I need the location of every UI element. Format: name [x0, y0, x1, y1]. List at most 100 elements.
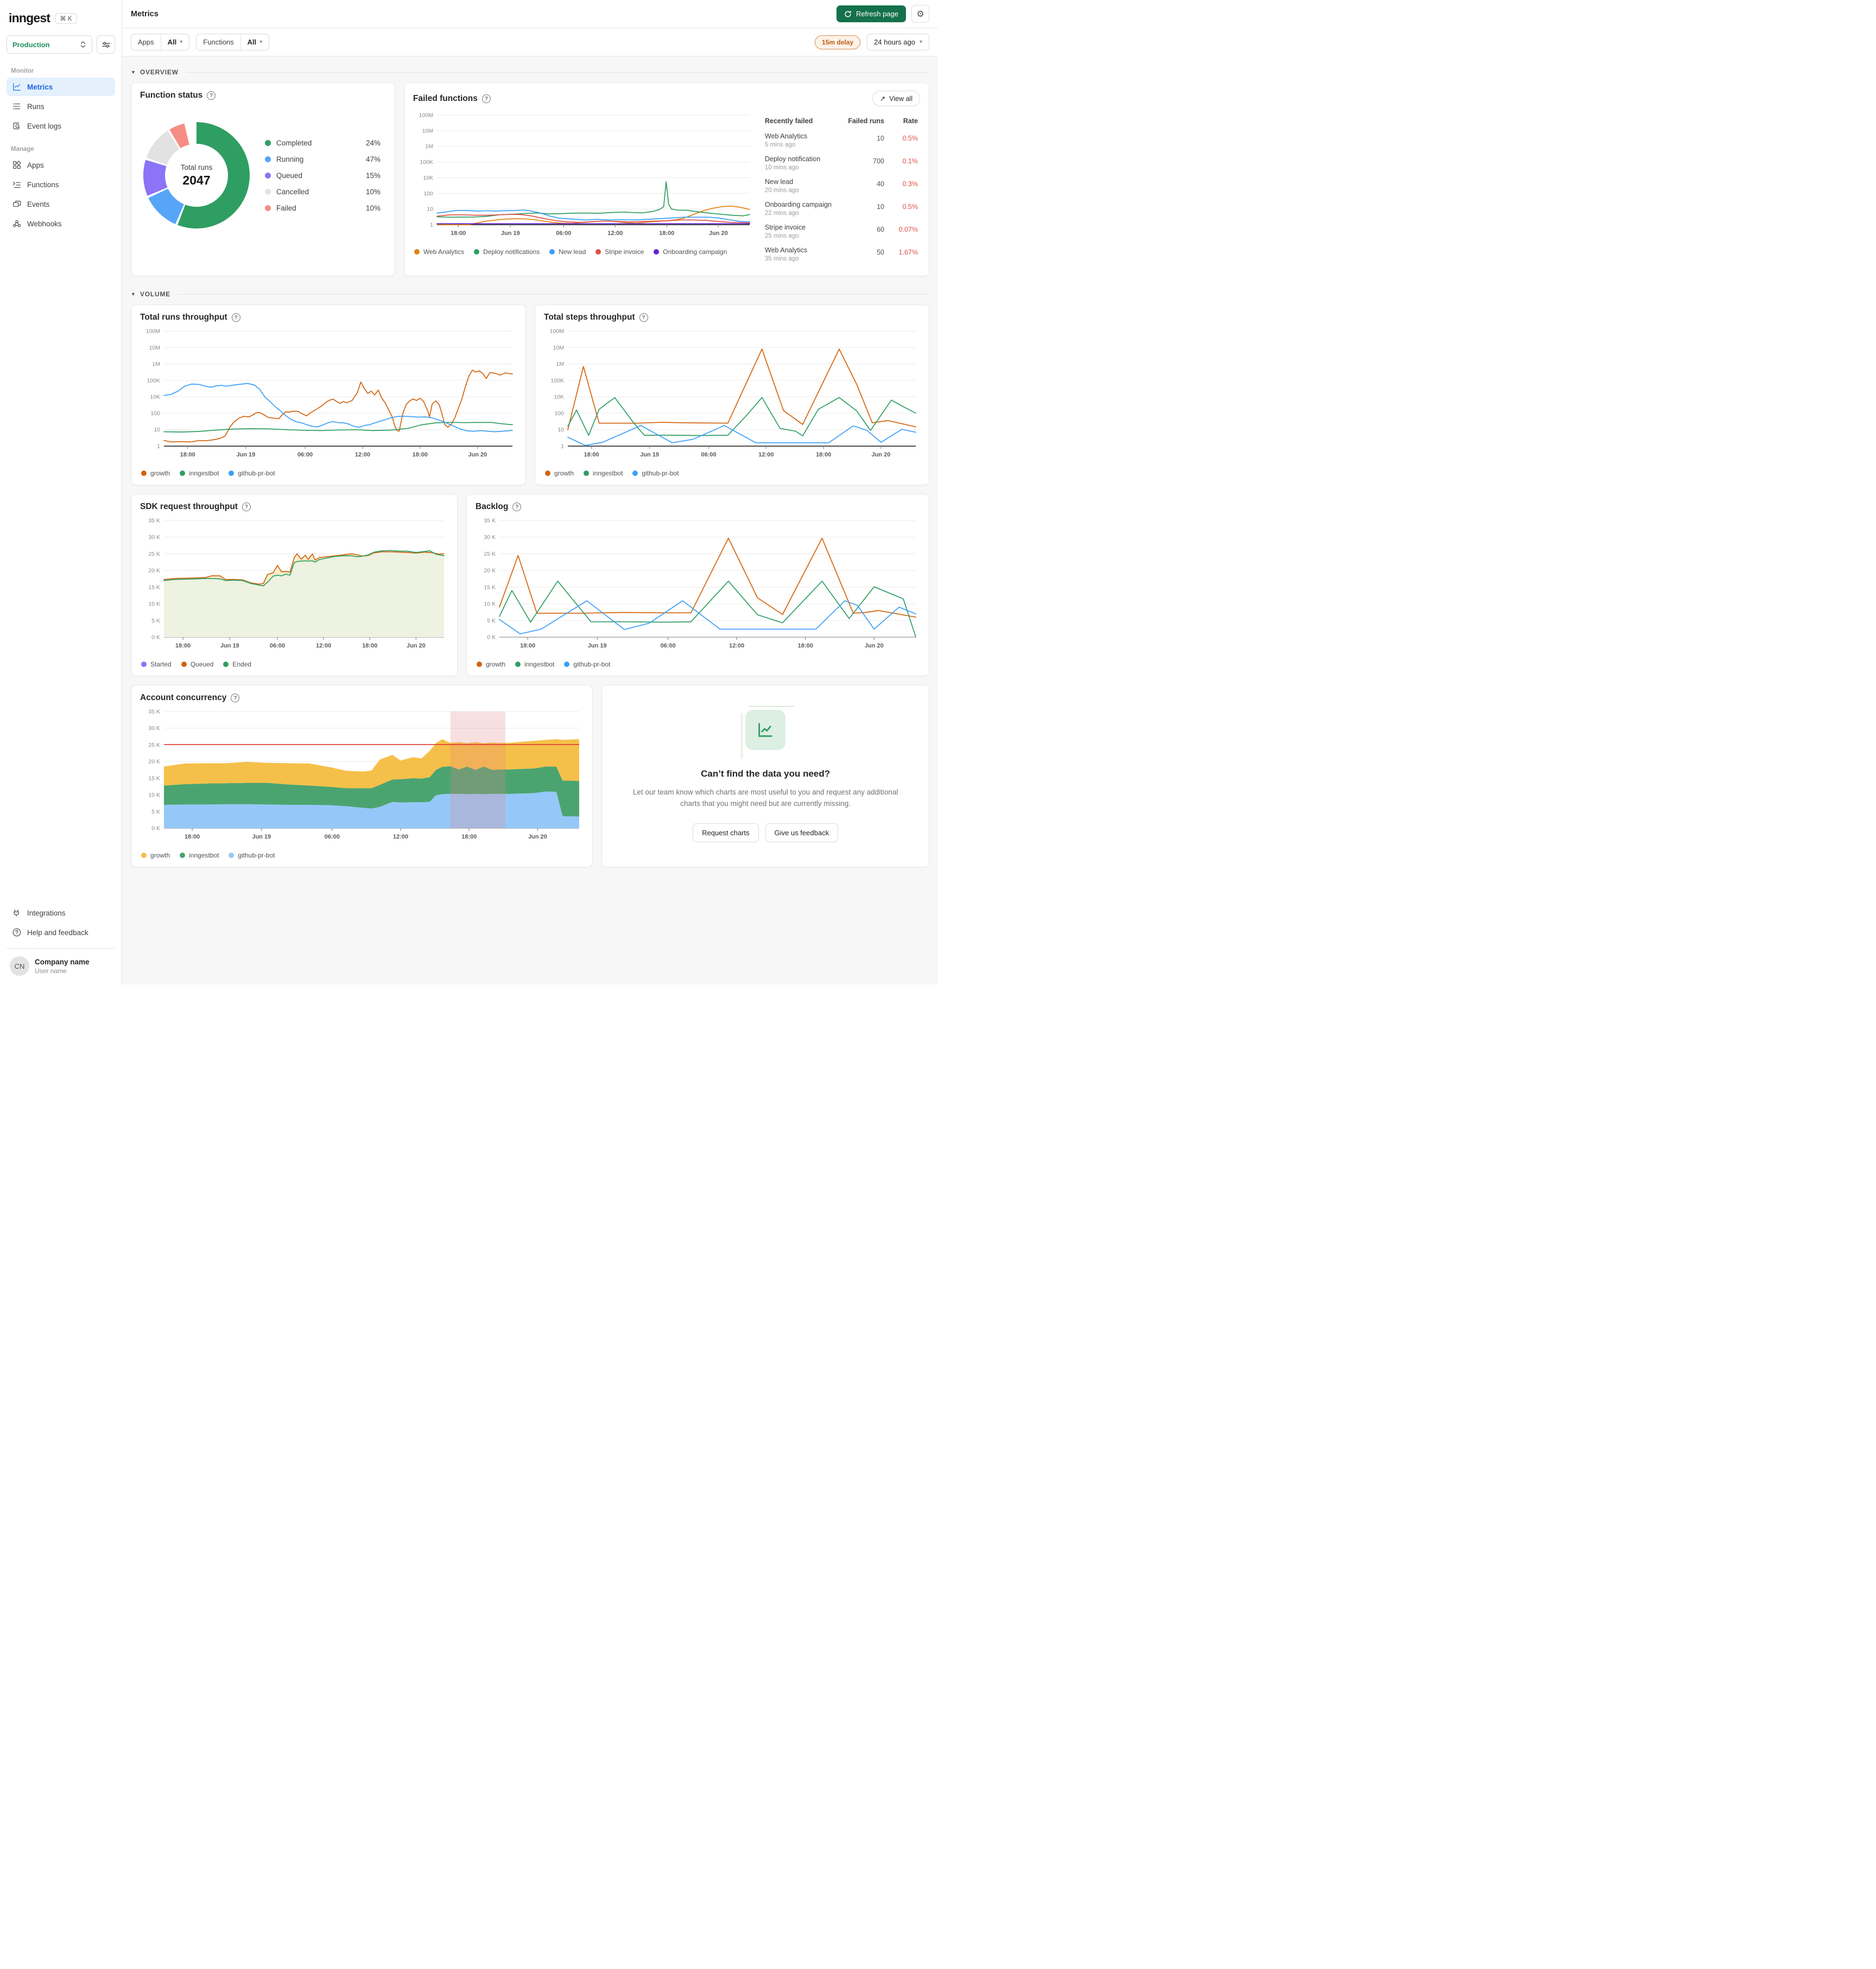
failed-function-row[interactable]: Web Analytics 5 mins ago 10 0.5% [765, 132, 918, 148]
failed-runs-value: 10 [877, 203, 884, 211]
legend-item-onboarding-campaign[interactable]: Onboarding campaign [654, 248, 727, 256]
sidebar-item-functions[interactable]: Functions [7, 175, 115, 194]
backlog-chart[interactable]: 0 K 5 K 10 K 15 K 20 K 25 K 30 K 35 K 18:00 Jun 1… [476, 515, 920, 656]
help-icon[interactable]: ? [639, 313, 648, 322]
legend-dot [180, 471, 186, 476]
help-icon[interactable]: ? [481, 94, 491, 103]
svg-text:06:00: 06:00 [325, 834, 340, 840]
legend-item-queued[interactable]: Queued [181, 660, 213, 668]
sidebar-item-webhooks[interactable]: Webhooks [7, 214, 115, 233]
svg-text:100M: 100M [146, 328, 160, 335]
chevron-down-icon: ▾ [919, 39, 922, 45]
failed-time: 25 mins ago [765, 233, 799, 239]
settings-button[interactable]: ⚙ [911, 5, 929, 23]
legend-item-inngestbot[interactable]: inngestbot [180, 469, 219, 477]
legend-item-github-pr-bot[interactable]: github-pr-bot [229, 852, 275, 859]
give-feedback-button[interactable]: Give us feedback [765, 823, 839, 843]
status-legend-item[interactable]: Queued 15% [265, 172, 381, 180]
help-icon[interactable]: ? [207, 91, 216, 100]
total-steps-chart[interactable]: 1 10 100 10K 100K 1M 10M 100M 18:00 Jun 19 06:00 12… [544, 326, 920, 465]
status-legend-item[interactable]: Failed 10% [265, 204, 381, 212]
backlog-chart-legend: growth inngestbot github-pr-bot [476, 656, 920, 669]
legend-item-ended[interactable]: Ended [223, 660, 251, 668]
sidebar-item-integrations[interactable]: Integrations [7, 904, 115, 922]
status-legend-item[interactable]: Completed 24% [265, 139, 381, 147]
legend-dot [549, 249, 555, 255]
svg-text:06:00: 06:00 [661, 643, 676, 649]
sidebar-item-event-logs[interactable]: Event logs [7, 117, 115, 135]
legend-item-inngestbot[interactable]: inngestbot [180, 852, 219, 859]
sidebar-item-metrics[interactable]: Metrics [7, 78, 115, 96]
refresh-icon [845, 10, 851, 17]
collapse-triangle-icon[interactable]: ▼ [131, 69, 136, 75]
legend-item-deploy-notifications[interactable]: Deploy notifications [474, 248, 540, 256]
sdk-requests-chart[interactable]: 0 K 5 K 10 K 15 K 20 K 25 K 30 K 35 K 18:00 Jun 1… [140, 515, 448, 656]
legend-item-growth[interactable]: growth [141, 852, 170, 859]
function-name: Onboarding campaign [765, 201, 832, 208]
legend-item-github-pr-bot[interactable]: github-pr-bot [564, 660, 610, 668]
legend-item-growth[interactable]: growth [477, 660, 505, 668]
failed-function-row[interactable]: New lead 20 mins ago 40 0.3% [765, 178, 918, 194]
status-legend-item[interactable]: Running 47% [265, 155, 381, 163]
env-filter-button[interactable] [97, 35, 115, 54]
sidebar-item-events[interactable]: Events [7, 195, 115, 213]
apps-filter[interactable]: Apps All ▾ [131, 34, 190, 50]
updown-chevrons-icon [80, 41, 86, 48]
account-menu[interactable]: CN Company name User name [7, 954, 115, 978]
legend-item-growth[interactable]: growth [545, 469, 574, 477]
svg-text:18:00: 18:00 [451, 230, 466, 237]
failure-rate-value: 0.07% [898, 226, 918, 233]
total-runs-chart[interactable]: 1 10 100 10K 100K 1M 10M 100M 18:00 Jun 19 06:00 12… [140, 326, 517, 465]
sidebar-item-help-and-feedback[interactable]: Help and feedback [7, 923, 115, 942]
function-status-donut[interactable]: Total runs 2047 [143, 122, 250, 228]
command-k-shortcut[interactable]: ⌘ K [55, 12, 77, 24]
legend-item-inngestbot[interactable]: inngestbot [515, 660, 554, 668]
legend-item-stripe-invoice[interactable]: Stripe invoice [595, 248, 644, 256]
failed-function-row[interactable]: Web Analytics 35 mins ago 50 1.67% [765, 246, 918, 262]
svg-text:18:00: 18:00 [461, 834, 477, 840]
series-Stripe invoice [436, 214, 750, 224]
legend-item-github-pr-bot[interactable]: github-pr-bot [229, 469, 275, 477]
refresh-page-button[interactable]: Refresh page [836, 5, 906, 22]
environment-selector[interactable]: Production [7, 35, 92, 54]
legend-item-github-pr-bot[interactable]: github-pr-bot [632, 469, 679, 477]
help-icon[interactable]: ? [231, 313, 240, 322]
help-icon[interactable]: ? [231, 694, 240, 702]
legend-label: Stripe invoice [605, 248, 644, 256]
legend-item-started[interactable]: Started [141, 660, 172, 668]
backlog-title: Backlog [476, 502, 509, 511]
failed-functions-chart[interactable]: 1 10 100 10K 100K 1M 10M 100M 18:00 Jun 19 06:00 12… [413, 110, 754, 244]
time-range-selector[interactable]: 24 hours ago ▾ [867, 34, 929, 50]
collapse-triangle-icon[interactable]: ▼ [131, 291, 136, 297]
sidebar-item-runs[interactable]: Runs [7, 97, 115, 116]
view-all-button[interactable]: ↗ View all [872, 91, 920, 106]
svg-text:Jun 20: Jun 20 [871, 452, 890, 458]
status-legend-item[interactable]: Cancelled 10% [265, 188, 381, 196]
failed-function-row[interactable]: Stripe invoice 25 mins ago 60 0.07% [765, 224, 918, 239]
failed-runs-value: 10 [877, 135, 884, 142]
legend-item-growth[interactable]: growth [141, 469, 170, 477]
help-icon[interactable]: ? [512, 503, 522, 511]
overview-section-title: OVERVIEW [140, 68, 179, 76]
legend-label: inngestbot [524, 660, 555, 668]
area-Ended [164, 550, 444, 637]
failed-function-row[interactable]: Deploy notification 10 mins ago 700 0.1% [765, 155, 918, 171]
svg-text:10K: 10K [423, 175, 433, 181]
sidebar-item-apps[interactable]: Apps [7, 156, 115, 174]
series-growth [163, 370, 513, 443]
failed-function-row[interactable]: Onboarding campaign 22 mins ago 10 0.5% [765, 201, 918, 217]
legend-item-new-lead[interactable]: New lead [549, 248, 586, 256]
function-name: New lead [765, 178, 794, 186]
svg-text:100: 100 [150, 410, 160, 417]
svg-text:Jun 19: Jun 19 [501, 230, 520, 237]
account-concurrency-chart[interactable]: 0 K 5 K 10 K 15 K 20 K 25 K 30 K 35 K 18:00 Jun 1… [140, 706, 584, 847]
legend-label: Web Analytics [423, 248, 465, 256]
help-icon[interactable]: ? [242, 503, 251, 511]
legend-item-inngestbot[interactable]: inngestbot [584, 469, 623, 477]
functions-filter[interactable]: Functions All ▾ [196, 34, 270, 50]
svg-text:12:00: 12:00 [758, 452, 774, 458]
svg-text:10: 10 [154, 427, 160, 433]
legend-item-web-analytics[interactable]: Web Analytics [414, 248, 464, 256]
request-charts-button[interactable]: Request charts [693, 823, 759, 843]
topbar: Metrics Refresh page ⚙ [122, 0, 938, 28]
